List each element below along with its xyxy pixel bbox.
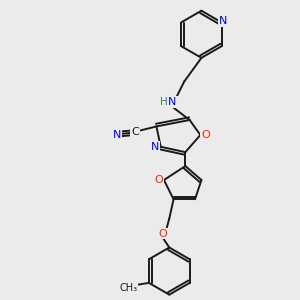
Text: H: H — [160, 97, 168, 107]
Text: C: C — [131, 127, 139, 137]
Text: N: N — [151, 142, 160, 152]
Text: N: N — [112, 130, 121, 140]
Text: O: O — [154, 175, 163, 185]
Text: O: O — [201, 130, 210, 140]
Text: N: N — [168, 97, 177, 107]
Text: O: O — [158, 229, 167, 238]
Text: N: N — [219, 16, 227, 26]
Text: CH₃: CH₃ — [119, 283, 138, 293]
